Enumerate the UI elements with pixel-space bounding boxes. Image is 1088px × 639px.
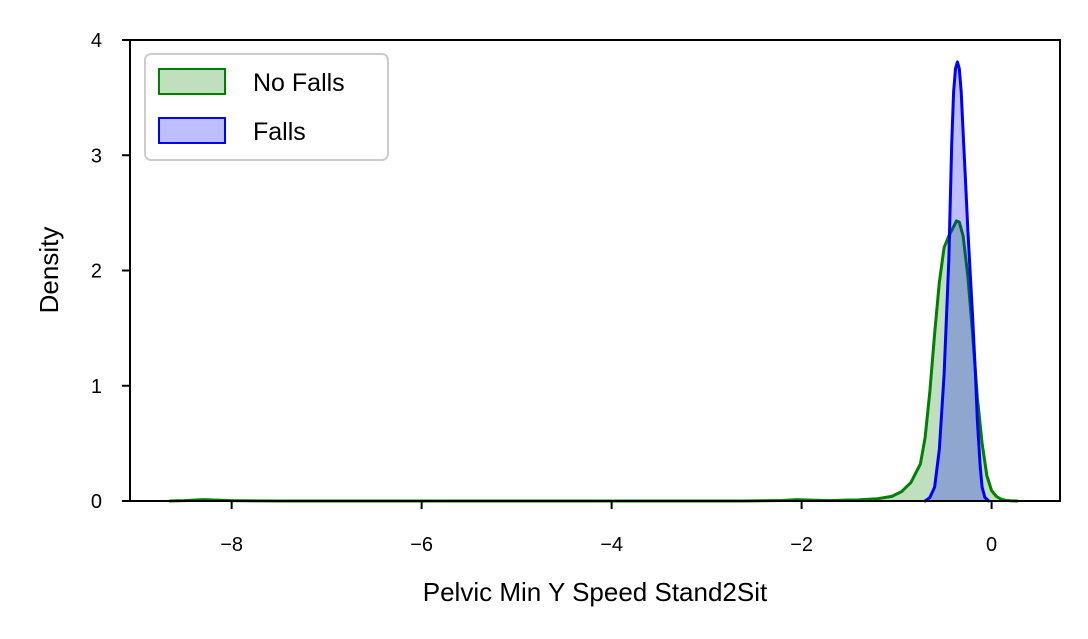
x-axis: −8 −6 −4 −2 0 (220, 501, 997, 556)
legend-swatch-no-falls (158, 68, 226, 95)
x-tick-label: −2 (790, 534, 813, 556)
legend: No Falls Falls (144, 53, 389, 161)
legend-item-no-falls: No Falls (158, 68, 345, 97)
x-tick-label: −4 (600, 534, 623, 556)
legend-box (144, 53, 389, 161)
y-tick-label: 0 (91, 491, 102, 513)
y-tick-label: 1 (91, 376, 102, 398)
y-tick-label: 2 (91, 261, 102, 283)
y-tick-label: 3 (91, 145, 102, 167)
y-axis-label: Density (34, 227, 64, 314)
legend-label-falls: Falls (253, 118, 306, 146)
series-line-falls (923, 60, 991, 503)
series-area-falls (925, 61, 989, 502)
x-tick-label: −8 (220, 534, 243, 556)
y-axis: 0 1 2 3 4 (91, 30, 130, 513)
legend-item-falls: Falls (158, 117, 306, 146)
x-tick-label: −6 (410, 534, 433, 556)
legend-swatch-falls (158, 117, 226, 144)
legend-label-no-falls: No Falls (253, 69, 345, 97)
y-tick-label: 4 (91, 30, 102, 52)
series-area-no-falls (169, 220, 1018, 501)
x-axis-label: Pelvic Min Y Speed Stand2Sit (423, 577, 768, 607)
x-tick-label: 0 (986, 534, 997, 556)
